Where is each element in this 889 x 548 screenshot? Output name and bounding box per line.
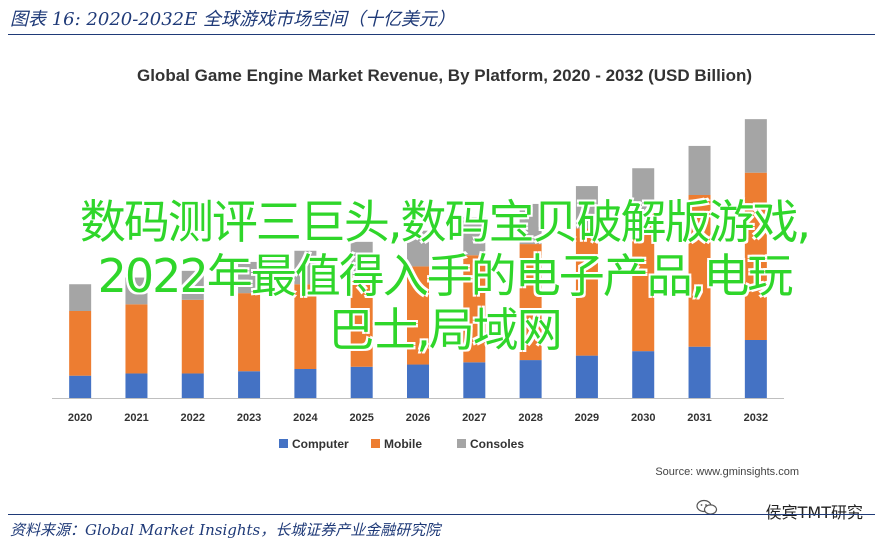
watermark: 侯宾TMT研究 bbox=[765, 503, 863, 522]
bar-consoles-2023 bbox=[238, 261, 261, 294]
x-tick-label-2024: 2024 bbox=[293, 412, 318, 424]
bar-consoles-2024 bbox=[294, 250, 317, 285]
overlay-line-3: 巴士,局域网 bbox=[328, 303, 563, 357]
x-tick-label-2029: 2029 bbox=[575, 412, 599, 424]
chart-source: Source: www.gminsights.com bbox=[655, 466, 799, 478]
bar-computer-2022 bbox=[181, 373, 204, 398]
x-tick-label-2022: 2022 bbox=[181, 412, 205, 424]
legend-swatch-mobile bbox=[371, 439, 380, 448]
x-tick-label-2028: 2028 bbox=[518, 412, 542, 424]
bar-computer-2032 bbox=[744, 340, 767, 398]
bar-mobile-2025 bbox=[350, 275, 373, 367]
document-source: 资料来源：Global Market Insights，长城证券产业金融研究院 bbox=[10, 521, 441, 539]
bar-mobile-2021 bbox=[125, 304, 148, 374]
x-tick-label-2025: 2025 bbox=[349, 412, 373, 424]
bar-computer-2029 bbox=[575, 355, 598, 398]
x-tick-label-2030: 2030 bbox=[631, 412, 655, 424]
bar-mobile-2023 bbox=[238, 293, 261, 372]
bar-consoles-2031 bbox=[688, 145, 711, 195]
x-tick-label-2026: 2026 bbox=[406, 412, 430, 424]
bar-mobile-2027 bbox=[463, 255, 486, 363]
bar-computer-2027 bbox=[463, 362, 486, 398]
bar-mobile-2020 bbox=[69, 311, 92, 376]
bar-mobile-2032 bbox=[744, 172, 767, 340]
legend-label-computer: Computer bbox=[292, 437, 349, 451]
x-tick-label-2027: 2027 bbox=[462, 412, 486, 424]
legend-swatch-consoles bbox=[457, 439, 466, 448]
bottom-divider bbox=[8, 514, 875, 515]
bar-computer-2020 bbox=[69, 375, 92, 398]
bar-mobile-2028 bbox=[519, 244, 542, 361]
bar-computer-2028 bbox=[519, 360, 542, 398]
bar-computer-2023 bbox=[238, 371, 261, 398]
bar-computer-2021 bbox=[125, 373, 148, 398]
bar-consoles-2022 bbox=[181, 270, 204, 300]
bar-computer-2024 bbox=[294, 369, 317, 398]
bar-consoles-2020 bbox=[69, 284, 92, 311]
bar-consoles-2026 bbox=[407, 230, 429, 267]
legend-label-consoles: Consoles bbox=[470, 437, 524, 451]
legend-swatch-computer bbox=[279, 439, 288, 448]
overlay-line-2: 2022年最值得入手的电子产品,电玩 bbox=[97, 249, 794, 303]
bar-computer-2026 bbox=[407, 364, 429, 398]
figure-title: 图表 16: 2020-2032E 全球游戏市场空间（十亿美元） bbox=[10, 9, 455, 30]
overlay-text: 数码测评三巨头,数码宝贝破解版游戏, 2022年最值得入手的电子产品,电玩 巴士… bbox=[0, 195, 889, 357]
x-tick-label-2021: 2021 bbox=[124, 412, 148, 424]
bar-mobile-2026 bbox=[407, 266, 429, 365]
bar-mobile-2030 bbox=[632, 212, 655, 352]
bar-consoles-2021 bbox=[125, 277, 148, 305]
bar-computer-2025 bbox=[350, 366, 373, 398]
bar-mobile-2024 bbox=[294, 284, 317, 369]
bar-consoles-2029 bbox=[575, 186, 598, 229]
x-tick-label-2032: 2032 bbox=[744, 412, 768, 424]
bar-mobile-2029 bbox=[575, 228, 598, 356]
x-tick-label-2031: 2031 bbox=[687, 412, 711, 424]
bar-computer-2030 bbox=[632, 351, 655, 398]
bar-consoles-2030 bbox=[632, 168, 655, 213]
bar-mobile-2031 bbox=[688, 195, 711, 347]
x-tick-label-2020: 2020 bbox=[68, 412, 92, 424]
chart-title: Global Game Engine Market Revenue, By Pl… bbox=[136, 66, 752, 85]
bar-computer-2031 bbox=[688, 346, 711, 398]
legend-label-mobile: Mobile bbox=[384, 437, 422, 451]
bar-consoles-2027 bbox=[463, 217, 486, 256]
top-divider bbox=[8, 34, 875, 35]
bar-consoles-2025 bbox=[350, 241, 373, 276]
overlay-line-1: 数码测评三巨头,数码宝贝破解版游戏, bbox=[79, 195, 811, 249]
x-tick-label-2023: 2023 bbox=[237, 412, 261, 424]
bar-consoles-2032 bbox=[744, 119, 767, 173]
bar-consoles-2028 bbox=[519, 203, 542, 245]
bar-mobile-2022 bbox=[181, 299, 204, 374]
